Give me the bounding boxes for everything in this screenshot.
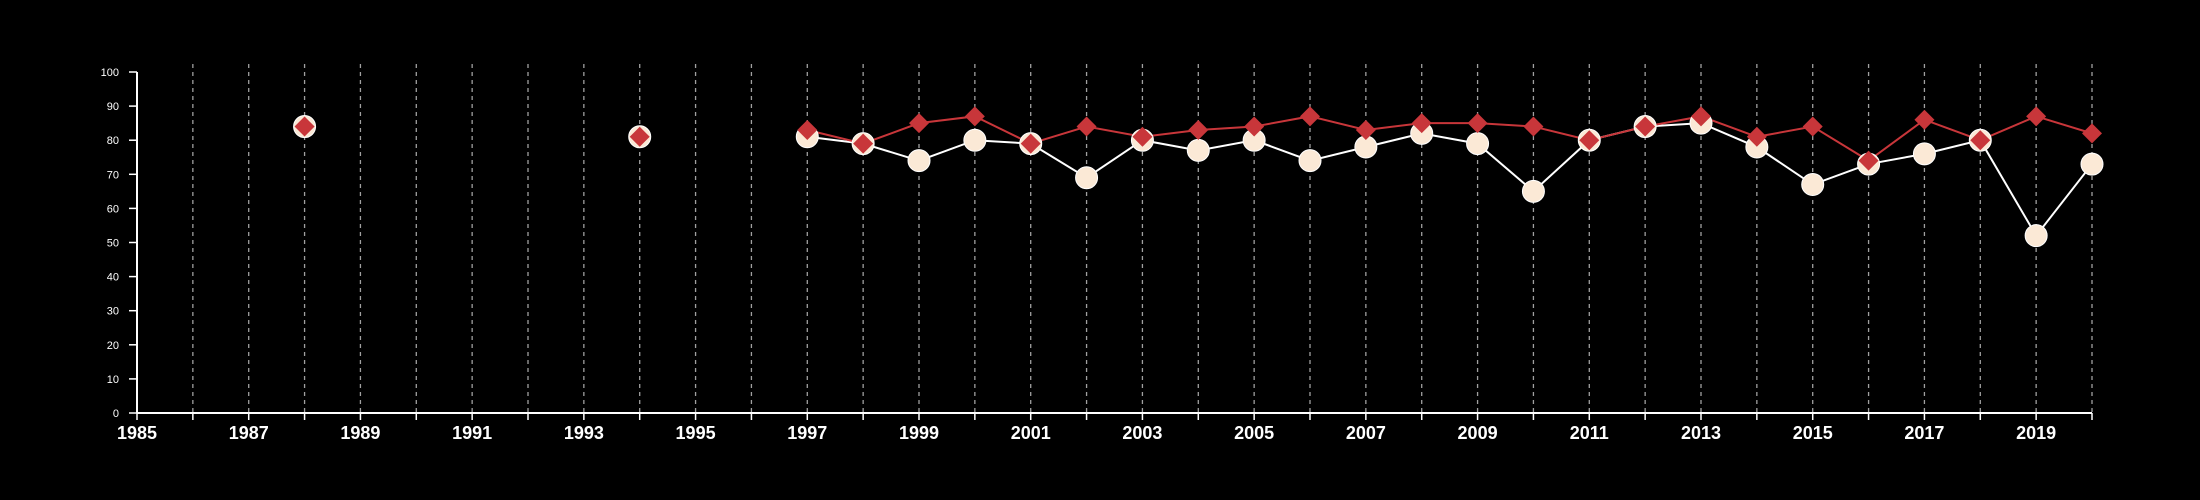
series-1-point bbox=[1912, 142, 1936, 166]
x-tick-label: 2019 bbox=[2016, 423, 2056, 443]
series-2-point bbox=[1970, 130, 1991, 151]
series-1-point bbox=[2080, 152, 2104, 176]
series-2-point bbox=[1076, 116, 1097, 137]
x-tick-label: 1993 bbox=[564, 423, 604, 443]
series-1-point bbox=[1521, 179, 1545, 203]
y-tick-label: 30 bbox=[107, 306, 119, 318]
x-tick-label: 2003 bbox=[1122, 423, 1162, 443]
x-tick-label: 2013 bbox=[1681, 423, 1721, 443]
x-tick-label: 2017 bbox=[1904, 423, 1944, 443]
y-tick-label: 20 bbox=[107, 340, 119, 352]
x-tick-label: 2005 bbox=[1234, 423, 1274, 443]
series-2-point bbox=[2026, 106, 2047, 127]
series-1-point bbox=[1186, 138, 1210, 162]
y-tick-label: 50 bbox=[107, 238, 119, 250]
series-2-point bbox=[629, 126, 650, 147]
series-2-point bbox=[1914, 109, 1935, 130]
y-tick-label: 0 bbox=[113, 408, 119, 420]
x-tick-label: 1985 bbox=[117, 423, 157, 443]
y-tick-label: 40 bbox=[107, 272, 119, 284]
x-tick-label: 1995 bbox=[676, 423, 716, 443]
y-tick-label: 80 bbox=[107, 135, 119, 147]
series-1-point bbox=[2024, 224, 2048, 248]
series-2-point bbox=[1300, 106, 1320, 127]
y-tick-label: 60 bbox=[107, 203, 119, 215]
series-1-point bbox=[1466, 132, 1490, 156]
series-2-point bbox=[1635, 116, 1656, 137]
series-1-point bbox=[907, 149, 931, 173]
x-tick-label: 2009 bbox=[1458, 423, 1498, 443]
series-2-point bbox=[1188, 119, 1209, 140]
series-2-point bbox=[797, 119, 818, 140]
axes: 1985 1987 1989 1991 1993 1995 1997 1999 2001 2003… bbox=[101, 67, 2093, 443]
y-tick-label: 90 bbox=[107, 101, 119, 113]
series-1-point bbox=[963, 128, 987, 152]
x-tick-label: 2001 bbox=[1011, 423, 1051, 443]
x-tick-label: 1991 bbox=[452, 423, 492, 443]
series-2-point bbox=[1746, 126, 1767, 147]
series-2-point bbox=[1020, 133, 1041, 154]
y-tick-label: 100 bbox=[101, 67, 119, 79]
series-2-point bbox=[1691, 106, 1711, 127]
x-tick-label: 1999 bbox=[899, 423, 939, 443]
series-layer bbox=[293, 106, 2104, 248]
series-1-point bbox=[1801, 173, 1825, 197]
series-2-point bbox=[853, 133, 874, 154]
series-2-point bbox=[1244, 116, 1265, 137]
series-1-point bbox=[1298, 149, 1322, 173]
x-tick-label: 1989 bbox=[340, 423, 380, 443]
series-2-point bbox=[1802, 116, 1823, 137]
series-2-point bbox=[1523, 116, 1544, 137]
series-2-point bbox=[1411, 113, 1432, 134]
series-2-point bbox=[2082, 123, 2102, 144]
x-tick-label: 2015 bbox=[1793, 423, 1833, 443]
x-tick-label: 1997 bbox=[787, 423, 827, 443]
series-2-point bbox=[1355, 119, 1376, 140]
series-2-point bbox=[1132, 126, 1153, 147]
series-2-point bbox=[964, 106, 985, 127]
x-tick-label: 2011 bbox=[1570, 423, 1609, 443]
y-tick-label: 70 bbox=[107, 169, 119, 181]
series-2-point bbox=[909, 113, 929, 134]
series-2-point bbox=[1579, 130, 1600, 151]
series-2-point bbox=[1467, 113, 1488, 134]
y-tick-label: 10 bbox=[107, 374, 119, 386]
series-2-point bbox=[294, 116, 315, 137]
x-tick-label: 2007 bbox=[1346, 423, 1386, 443]
series-2-point bbox=[1858, 150, 1879, 171]
x-tick-label: 1987 bbox=[229, 423, 269, 443]
series-1-point bbox=[1075, 166, 1099, 190]
